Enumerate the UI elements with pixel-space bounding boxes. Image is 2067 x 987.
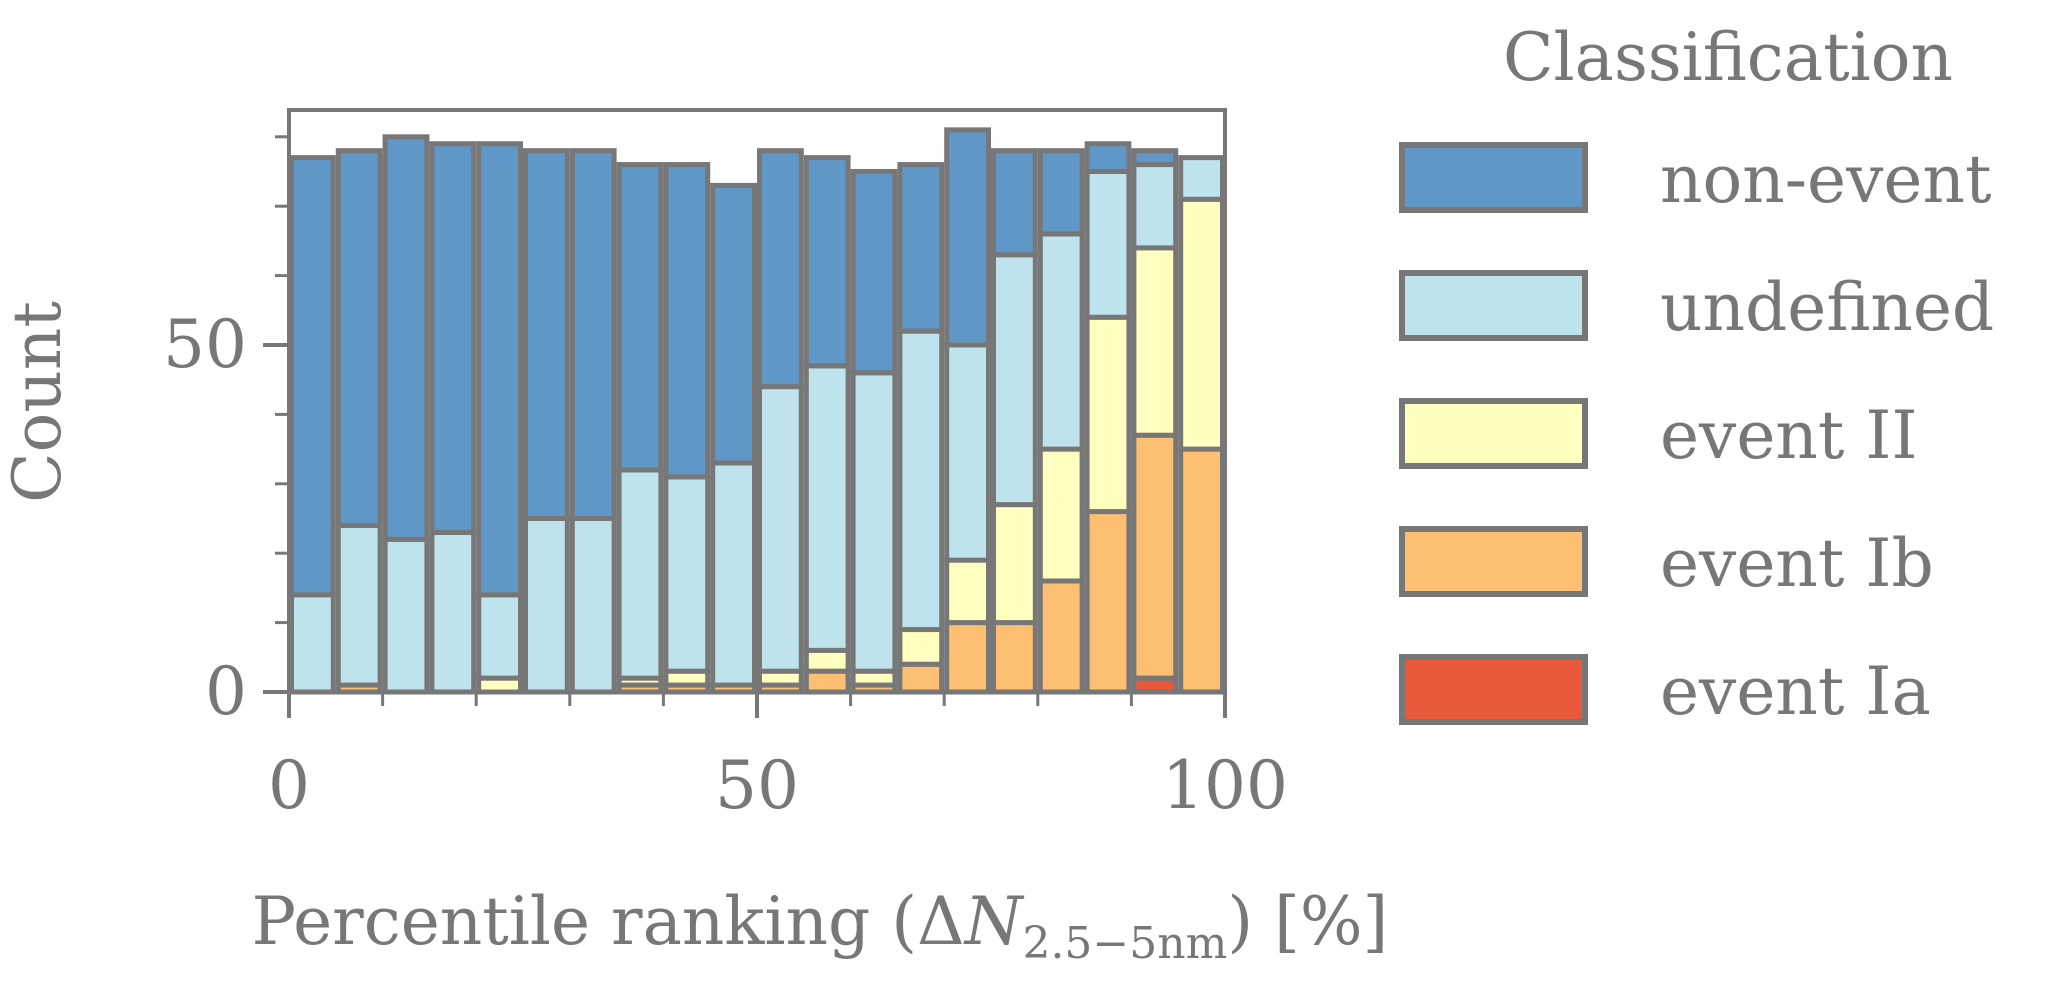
x-axis-label-tail: ) [%] [1227, 883, 1388, 960]
bar-event-ib-bin-65 [897, 661, 945, 695]
bar-undefined-bin-65 [897, 328, 945, 633]
legend-label-event-ia: event Ia [1660, 653, 1931, 730]
bar-undefined-bin-0 [289, 592, 336, 695]
legend-swatch-undefined [1399, 270, 1588, 341]
bar-undefined-bin-40 [663, 474, 711, 674]
x-axis-label-subscript: 2.5−5nm [1022, 918, 1227, 969]
bar-undefined-bin-45 [710, 460, 758, 688]
bar-event-ii-bin-90 [1131, 245, 1179, 438]
bar-event-ib-bin-75 [991, 620, 1038, 695]
bar-event-ib-bin-90 [1131, 432, 1179, 681]
legend-label-non-event: non-event [1660, 141, 1991, 218]
bar-undefined-bin-60 [850, 370, 898, 674]
legend-title: Classification [1503, 19, 1953, 96]
bar-non-event-bin-50 [757, 148, 804, 390]
y-tick-label-50: 50 [163, 306, 247, 383]
bar-undefined-bin-5 [335, 522, 383, 688]
bar-undefined-bin-15 [429, 529, 477, 695]
legend-swatch-event-ib [1399, 526, 1588, 597]
bar-non-event-bin-65 [897, 162, 945, 334]
y-axis-label: Count [0, 301, 76, 503]
bar-undefined-bin-25 [523, 516, 570, 695]
bar-non-event-bin-0 [289, 155, 336, 598]
bar-non-event-bin-55 [803, 155, 851, 369]
y-tick-label-0: 0 [205, 653, 247, 730]
legend-swatch-event-ia [1399, 654, 1588, 725]
bar-undefined-bin-55 [803, 363, 851, 653]
bar-non-event-bin-75 [991, 148, 1038, 258]
bar-non-event-bin-70 [944, 127, 992, 348]
bar-undefined-bin-50 [757, 384, 804, 674]
bar-non-event-bin-20 [476, 141, 524, 598]
bar-non-event-bin-90 [1131, 148, 1179, 168]
bar-undefined-bin-75 [991, 252, 1038, 508]
bar-undefined-bin-95 [1178, 155, 1225, 202]
bar-undefined-bin-20 [476, 592, 524, 681]
bar-event-ii-bin-80 [1037, 446, 1085, 584]
bar-non-event-bin-85 [1084, 141, 1132, 175]
bar-non-event-bin-5 [335, 148, 383, 528]
legend-label-event-ii: event II [1660, 397, 1918, 474]
bar-non-event-bin-35 [616, 162, 664, 473]
bar-non-event-bin-10 [382, 134, 430, 542]
x-tick-label-100: 100 [1162, 747, 1288, 824]
ticks-layer: 0 50 100 0 50 [163, 135, 1288, 824]
legend-label-event-ib: event Ib [1660, 525, 1934, 602]
bar-non-event-bin-15 [429, 141, 477, 535]
bar-event-ii-bin-55 [803, 647, 851, 674]
bar-event-ib-bin-85 [1084, 509, 1132, 695]
bar-event-ii-bin-70 [944, 557, 992, 626]
bar-event-ib-bin-70 [944, 620, 992, 695]
bar-event-ii-bin-65 [897, 627, 945, 667]
legend: Classification non-event undefined event I… [1399, 19, 1994, 730]
legend-swatch-event-ii [1399, 398, 1588, 469]
bar-event-ib-bin-55 [803, 668, 851, 695]
bar-undefined-bin-90 [1131, 162, 1179, 251]
bar-undefined-bin-35 [616, 467, 664, 681]
bar-non-event-bin-40 [663, 162, 711, 480]
bar-event-ib-bin-80 [1037, 578, 1085, 695]
bar-non-event-bin-25 [523, 148, 570, 521]
legend-swatch-non-event [1399, 142, 1588, 213]
bar-undefined-bin-30 [569, 516, 617, 695]
legend-label-undefined: undefined [1660, 269, 1994, 346]
bar-non-event-bin-80 [1037, 148, 1085, 237]
x-axis-label-var: N [963, 883, 1025, 960]
bar-non-event-bin-60 [850, 169, 898, 376]
bar-event-ib-bin-95 [1178, 446, 1225, 695]
x-axis-label-delta: Δ [917, 883, 965, 960]
bar-event-ii-bin-95 [1178, 196, 1225, 452]
x-tick-label-50: 50 [715, 747, 799, 824]
bar-non-event-bin-30 [569, 148, 617, 521]
bar-undefined-bin-10 [382, 536, 430, 695]
bar-undefined-bin-80 [1037, 231, 1085, 452]
bars-layer [289, 127, 1225, 695]
bar-event-ii-bin-75 [991, 502, 1038, 626]
bar-undefined-bin-85 [1084, 169, 1132, 320]
x-axis-label: Percentile ranking (ΔN2.5−5nm) [%] [252, 883, 1389, 969]
x-axis-label-main: Percentile ranking ( [252, 883, 917, 960]
bar-event-ii-bin-85 [1084, 314, 1132, 515]
bar-undefined-bin-70 [944, 342, 992, 563]
x-tick-label-0: 0 [268, 747, 310, 824]
bar-non-event-bin-45 [710, 182, 758, 466]
